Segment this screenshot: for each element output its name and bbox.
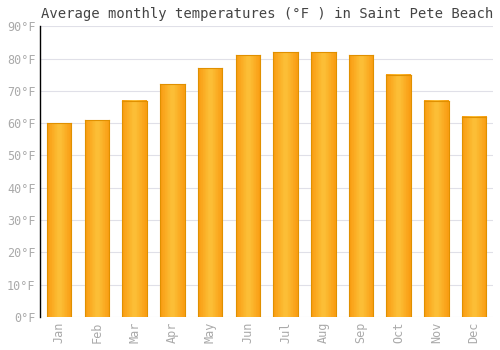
Title: Average monthly temperatures (°F ) in Saint Pete Beach: Average monthly temperatures (°F ) in Sa… — [40, 7, 493, 21]
